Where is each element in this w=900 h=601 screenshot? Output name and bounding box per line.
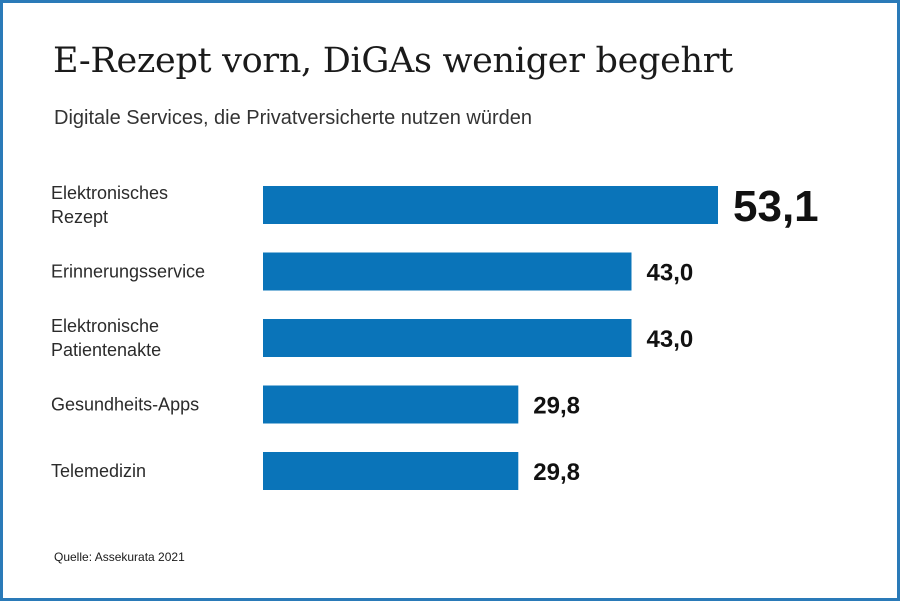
value-label: 43,0	[647, 260, 694, 287]
category-label: Gesundheits-Apps	[51, 395, 199, 415]
chart-subtitle: Digitale Services, die Privatversicherte…	[54, 107, 532, 129]
source-note: Quelle: Assekurata 2021	[54, 550, 185, 564]
bar	[263, 252, 632, 291]
value-label: 29,8	[533, 393, 580, 420]
bar	[263, 385, 519, 424]
bar	[263, 452, 519, 490]
category-label: Elektronisches Rezept	[51, 183, 168, 227]
value-label: 53,1	[733, 182, 819, 231]
category-label: Elektronische Patientenakte	[51, 316, 161, 360]
bar	[263, 319, 632, 357]
category-label: Erinnerungsservice	[51, 262, 205, 282]
category-label: Telemedizin	[51, 461, 146, 481]
value-label: 29,8	[533, 459, 580, 486]
value-label: 43,0	[647, 326, 694, 353]
bar-chart: Elektronisches Rezept 53,1 Erinnerungsservi…	[51, 182, 819, 490]
chart-title: E-Rezept vorn, DiGAs weniger begehrt	[53, 41, 733, 81]
bar	[263, 186, 718, 224]
